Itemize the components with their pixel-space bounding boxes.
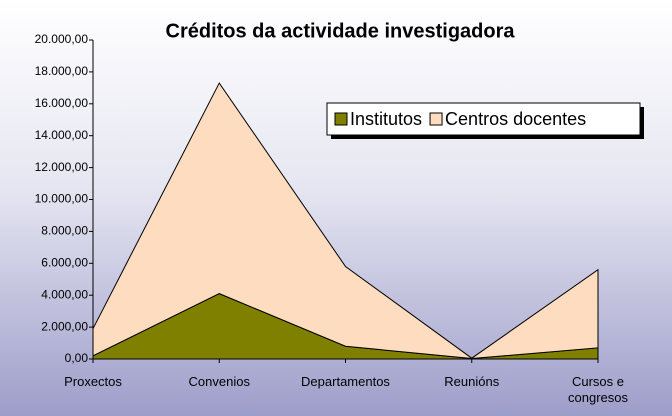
- x-tick-label: Convenios: [188, 374, 250, 389]
- x-tick-label: Cursos e congresos: [568, 374, 628, 405]
- y-tick-label: 4.000,00: [41, 287, 88, 301]
- area: [92, 82, 599, 360]
- legend-swatch: [334, 112, 348, 126]
- x-tick-label: Reunións: [444, 374, 500, 389]
- y-tick-label: 14.000,00: [35, 128, 89, 142]
- legend-label: Centros docentes: [445, 109, 586, 129]
- y-tick-label: 6.000,00: [41, 255, 88, 269]
- y-tick-label: 16.000,00: [35, 96, 89, 110]
- y-tick-label: 12.000,00: [35, 160, 89, 174]
- y-tick-label: 20.000,00: [35, 32, 89, 46]
- y-tick-label: 0,00: [65, 351, 89, 365]
- chart-title: Créditos da actividade investigadora: [166, 20, 516, 42]
- legend: [326, 102, 641, 136]
- y-tick-label: 8.000,00: [41, 224, 88, 238]
- x-tick-label: Proxectos: [64, 374, 122, 389]
- y-tick-label: 18.000,00: [35, 64, 89, 78]
- legend-label: Institutos: [350, 109, 422, 129]
- y-tick-label: 10.000,00: [35, 192, 89, 206]
- y-tick-label: 2.000,00: [41, 319, 88, 333]
- x-tick-label: Departamentos: [301, 374, 390, 389]
- legend-swatch: [429, 112, 443, 126]
